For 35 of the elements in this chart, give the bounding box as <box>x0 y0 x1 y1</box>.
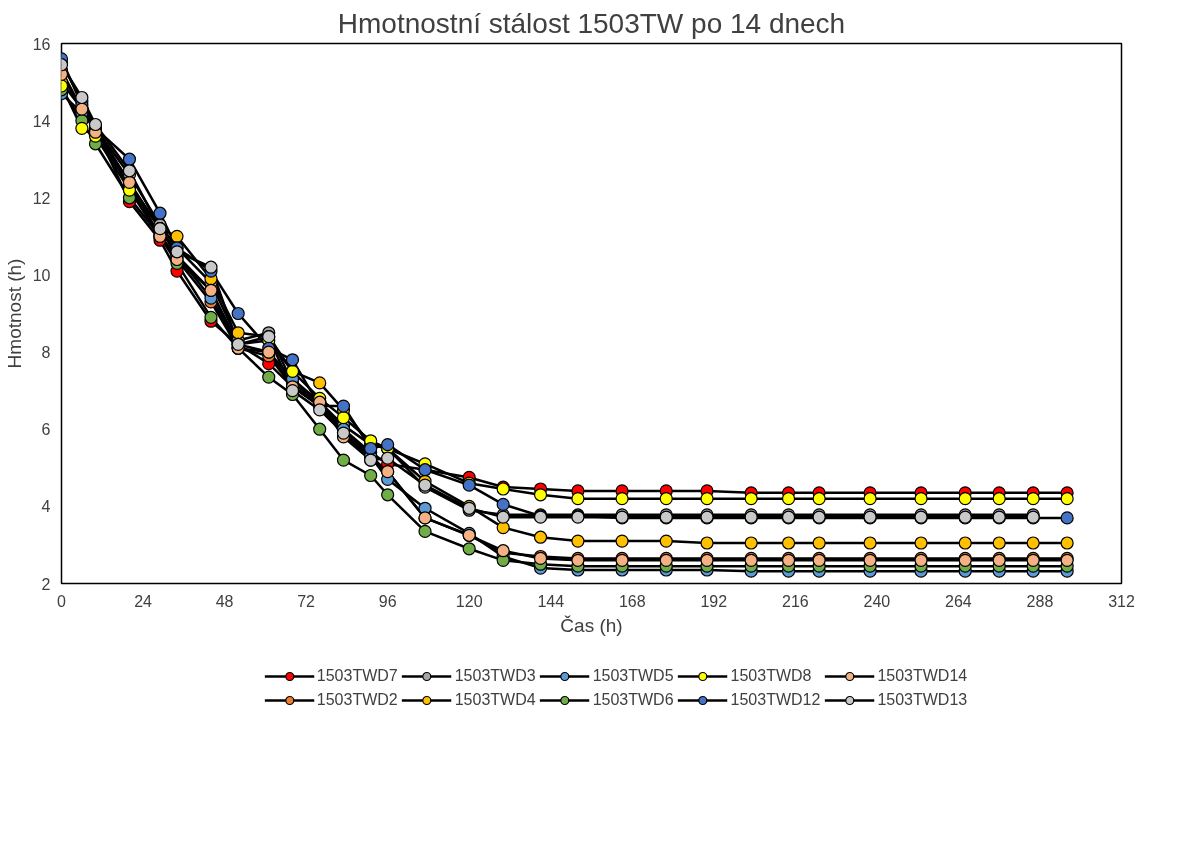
x-tick-label: 24 <box>134 592 153 610</box>
x-tick-label: 192 <box>700 592 728 610</box>
x-tick-label: 312 <box>1108 592 1135 610</box>
legend-label: 1503TWD14 <box>877 667 968 685</box>
y-tick-label: 10 <box>32 266 51 284</box>
y-tick-label: 12 <box>32 189 51 207</box>
legend-label: 1503TWD4 <box>454 691 536 709</box>
x-tick-label: 48 <box>215 592 234 610</box>
y-axis-title: Hmotnost (h) <box>3 258 25 369</box>
legend-label: 1503TWD3 <box>454 667 536 685</box>
x-tick-label: 72 <box>297 592 316 610</box>
x-tick-label: 240 <box>863 592 891 610</box>
x-axis-title: Čas (h) <box>560 614 623 636</box>
legend-label: 1503TWD6 <box>592 691 674 709</box>
x-tick-label: 96 <box>378 592 397 610</box>
chart-title: Hmotnostní stálost 1503TW po 14 dnech <box>337 7 846 39</box>
y-tick-label: 4 <box>41 498 51 516</box>
legend-label: 1503TWD12 <box>730 691 821 709</box>
y-tick-label: 6 <box>41 421 51 439</box>
x-tick-label: 264 <box>945 592 972 610</box>
legend-label: 1503TWD5 <box>592 667 674 685</box>
x-tick-label: 0 <box>57 592 67 610</box>
x-tick-label: 120 <box>455 592 483 610</box>
y-tick-label: 16 <box>32 35 51 53</box>
legend-label: 1503TWD7 <box>316 667 398 685</box>
x-tick-label: 216 <box>782 592 809 610</box>
y-tick-label: 2 <box>41 575 51 593</box>
x-tick-label: 168 <box>618 592 646 610</box>
y-tick-label: 14 <box>32 112 51 130</box>
x-tick-label: 288 <box>1026 592 1054 610</box>
legend-label: 1503TWD13 <box>877 691 968 709</box>
legend-label: 1503TWD2 <box>316 691 398 709</box>
legend-label: 1503TWD8 <box>730 667 812 685</box>
x-tick-label: 144 <box>537 592 565 610</box>
y-tick-label: 8 <box>41 344 51 362</box>
